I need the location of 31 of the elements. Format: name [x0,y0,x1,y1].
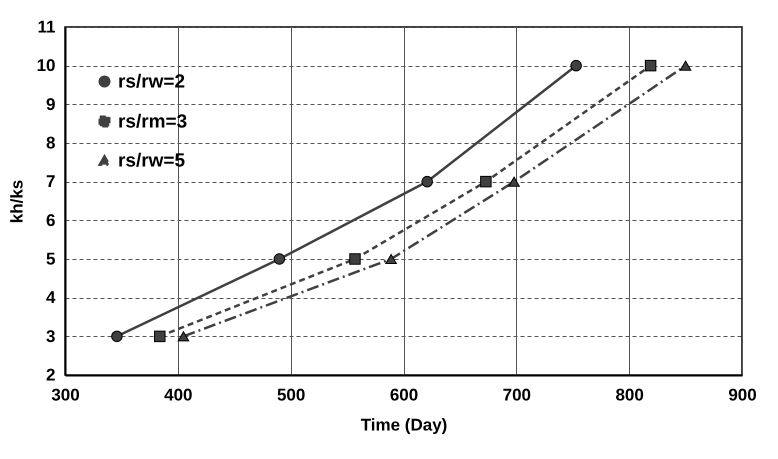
y-tick-label: 5 [46,250,56,268]
x-axis-title: Time (Day) [360,416,448,434]
point [644,60,656,72]
x-tick-label: 900 [728,386,757,404]
y-axis-title: kh/ks [8,180,27,224]
point [680,60,692,71]
x-tick-label: 700 [502,386,532,404]
point [349,253,361,265]
y-tick-label: 10 [36,56,56,76]
y-tick-label: 6 [46,210,56,230]
x-tick-label: 800 [615,386,644,404]
x-tick-label: 600 [390,386,418,404]
point [178,331,190,342]
point [570,60,582,72]
x-tick-label: 300 [51,386,80,404]
point [421,176,433,188]
point [385,254,397,264]
y-tick-label: 9 [46,94,56,114]
point [480,176,492,188]
point [154,330,166,342]
y-tick-label: 8 [46,134,56,152]
y-tick-label: 3 [46,326,56,346]
y-tick-label: 11 [38,18,56,36]
y-tick-label: 4 [46,288,56,308]
y-tick-label: 2 [46,366,56,384]
point [111,330,123,342]
point [274,253,286,265]
x-tick-label: 400 [164,386,193,404]
point [508,176,520,187]
x-tick-label: 500 [276,386,306,404]
y-tick-label: 7 [46,172,56,192]
